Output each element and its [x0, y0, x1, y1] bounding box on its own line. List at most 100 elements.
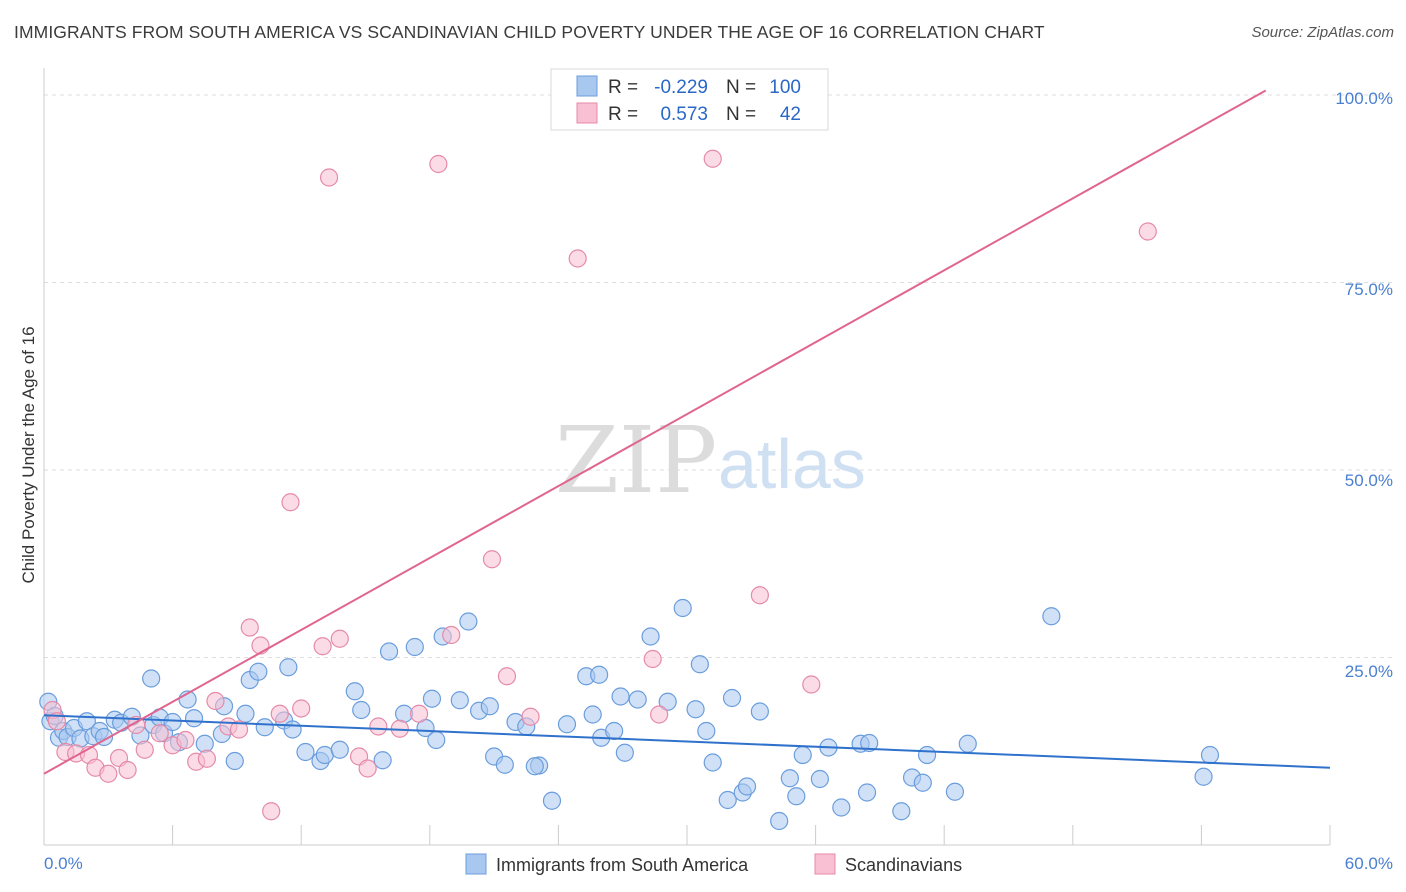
point-immigrants — [611, 687, 630, 706]
correlation-legend: R = -0.229 N = 100 R = 0.573 N = 42 — [550, 68, 829, 131]
point-scandinavians — [358, 759, 377, 778]
point-immigrants — [352, 700, 371, 720]
point-immigrants — [495, 755, 514, 774]
point-scandinavians — [750, 586, 769, 605]
point-immigrants — [605, 721, 624, 741]
point-scandinavians — [313, 637, 332, 656]
point-immigrants — [641, 627, 660, 646]
point-immigrants — [236, 704, 255, 723]
point-scandinavians — [99, 764, 118, 783]
source-credit: Source: ZipAtlas.com — [1251, 24, 1394, 41]
legend-n-label: N = — [726, 104, 756, 125]
point-immigrants — [913, 773, 932, 792]
point-immigrants — [330, 740, 349, 759]
y-tick-label: 25.0% — [1345, 662, 1393, 681]
point-immigrants — [737, 777, 757, 796]
point-immigrants — [405, 637, 424, 657]
point-immigrants — [686, 700, 705, 719]
point-scandinavians — [643, 649, 662, 669]
point-scandinavians — [150, 724, 169, 743]
legend-swatch-scandinavians — [814, 853, 836, 875]
point-scandinavians — [176, 730, 195, 750]
point-immigrants — [422, 689, 442, 708]
point-scandinavians — [135, 740, 154, 759]
point-scandinavians — [802, 675, 821, 694]
point-immigrants — [279, 658, 298, 677]
point-scandinavians — [292, 699, 311, 718]
point-immigrants — [780, 769, 799, 788]
watermark-atlas: atlas — [718, 425, 866, 503]
legend-n-value: 42 — [780, 104, 801, 125]
point-immigrants — [1042, 607, 1061, 626]
trend-line-immigrants — [43, 714, 1331, 769]
point-scandinavians — [47, 712, 66, 731]
x-tick-label-min: 0.0% — [44, 854, 83, 873]
point-immigrants — [793, 745, 812, 765]
legend-n-value: 100 — [769, 77, 801, 98]
point-immigrants — [697, 721, 716, 741]
point-scandinavians — [270, 704, 289, 723]
y-axis-title: Child Poverty Under the Age of 16 — [19, 326, 38, 583]
chart-title: IMMIGRANTS FROM SOUTH AMERICA VS SCANDIN… — [14, 22, 1045, 42]
point-immigrants — [195, 734, 214, 753]
legend-n-label: N = — [726, 77, 756, 98]
watermark: ZIP atlas — [555, 407, 866, 514]
point-scandinavians — [650, 705, 669, 724]
point-immigrants — [163, 712, 182, 732]
point-immigrants — [857, 783, 877, 802]
point-scandinavians — [281, 493, 300, 512]
point-immigrants — [142, 669, 161, 688]
point-immigrants — [373, 751, 392, 770]
point-scandinavians — [703, 149, 722, 168]
y-tick-label: 75.0% — [1345, 280, 1393, 299]
point-immigrants — [958, 734, 977, 753]
point-immigrants — [427, 730, 446, 750]
point-scandinavians — [568, 249, 587, 268]
point-immigrants — [459, 612, 478, 631]
point-scandinavians — [330, 629, 349, 648]
point-immigrants — [832, 798, 851, 817]
point-scandinavians — [521, 707, 540, 726]
point-immigrants — [345, 682, 364, 701]
point-immigrants — [557, 715, 577, 734]
point-immigrants — [283, 720, 302, 739]
legend-label-scandinavians: Scandinavians — [845, 855, 962, 875]
point-immigrants — [615, 743, 634, 762]
point-immigrants — [249, 662, 268, 681]
point-immigrants — [810, 769, 829, 789]
point-scandinavians — [369, 717, 388, 736]
legend-r-value: 0.573 — [660, 104, 708, 125]
point-immigrants — [480, 697, 499, 716]
point-immigrants — [1200, 745, 1220, 765]
point-scandinavians — [197, 749, 216, 768]
point-scandinavians — [319, 168, 339, 187]
point-immigrants — [722, 688, 742, 708]
point-immigrants — [750, 702, 769, 721]
point-immigrants — [628, 690, 647, 709]
point-immigrants — [525, 757, 544, 776]
point-scandinavians — [262, 802, 281, 821]
point-immigrants — [225, 751, 244, 771]
point-scandinavians — [240, 618, 259, 637]
point-immigrants — [583, 705, 602, 724]
trend-line-scandinavians — [43, 89, 1267, 775]
point-immigrants — [673, 598, 692, 618]
y-tick-labels: 100.0% 75.0% 50.0% 25.0% — [1335, 89, 1393, 681]
legend-r-label: R = — [608, 104, 638, 125]
legend-swatch-pink — [576, 102, 598, 124]
point-immigrants — [917, 745, 937, 765]
point-immigrants — [1194, 767, 1213, 786]
point-scandinavians — [429, 154, 448, 174]
legend-r-value: -0.229 — [654, 77, 708, 98]
series-legend: Immigrants from South America Scandinavi… — [465, 853, 962, 875]
point-immigrants — [94, 727, 114, 747]
point-immigrants — [590, 665, 609, 684]
grid-lines — [44, 94, 1393, 658]
point-immigrants — [703, 753, 722, 772]
y-tick-label: 100.0% — [1335, 89, 1393, 108]
point-immigrants — [770, 811, 789, 831]
point-immigrants — [690, 655, 709, 674]
point-scandinavians — [442, 625, 461, 645]
point-scandinavians — [206, 691, 225, 711]
